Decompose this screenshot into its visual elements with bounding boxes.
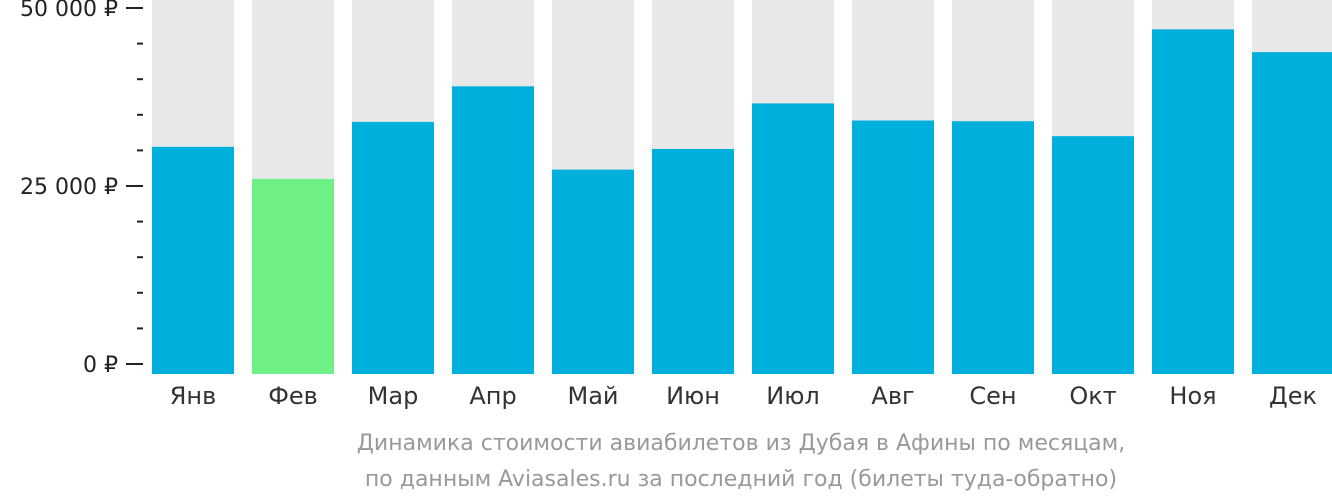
bar-month-3: [352, 121, 434, 374]
y-tick-label: 0 ₽: [83, 353, 118, 378]
bar-month-11: [1152, 29, 1234, 375]
x-tick-label-month-6: Июн: [666, 382, 720, 410]
bar-month-8: [852, 120, 934, 374]
x-tick-label-month-12: Дек: [1269, 382, 1317, 410]
x-tick-label-month-3: Мар: [368, 382, 419, 410]
chart-caption-line-2: по данным Aviasales.ru за последний год …: [364, 467, 1118, 492]
bar-month-6: [652, 148, 734, 374]
bar-month-9: [952, 121, 1034, 374]
x-tick-label-month-9: Сен: [969, 382, 1016, 410]
x-tick-label-month-7: Июл: [766, 382, 820, 410]
y-tick-label: 25 000 ₽: [20, 175, 118, 200]
bar-month-4: [452, 86, 534, 374]
x-tick-label-month-8: Авг: [871, 382, 914, 410]
x-tick-label-month-1: Янв: [170, 382, 217, 410]
x-tick-label-month-10: Окт: [1069, 382, 1116, 410]
bar-month-7: [752, 103, 834, 375]
bar-month-5: [552, 169, 634, 374]
bar-month-2: [252, 178, 334, 374]
x-tick-label-month-11: Ноя: [1169, 382, 1216, 410]
x-tick-label-month-5: Май: [567, 382, 618, 410]
bar-month-10: [1052, 136, 1134, 374]
price-bar-chart: Янв Фев Мар Апр Май Июн Июл Авг Сен Окт Ноя Дек 50 0…: [20, 0, 1332, 410]
bar-month-12: [1252, 52, 1332, 374]
chart-caption-line-1: Динамика стоимости авиабилетов из Дубая …: [356, 431, 1126, 456]
x-tick-label-month-4: Апр: [469, 382, 516, 410]
x-tick-label-month-2: Фев: [268, 382, 318, 410]
y-tick-label: 50 000 ₽: [20, 0, 118, 22]
bar-month-1: [152, 146, 234, 374]
